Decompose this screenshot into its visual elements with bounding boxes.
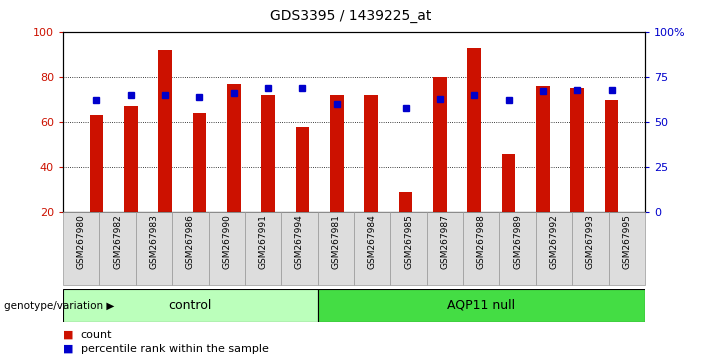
FancyBboxPatch shape — [100, 212, 136, 285]
FancyBboxPatch shape — [354, 212, 390, 285]
FancyBboxPatch shape — [281, 212, 318, 285]
Bar — [296, 127, 309, 212]
Text: GSM267985: GSM267985 — [404, 215, 413, 269]
Text: GSM267984: GSM267984 — [368, 215, 376, 269]
Text: GDS3395 / 1439225_at: GDS3395 / 1439225_at — [270, 9, 431, 23]
Bar — [124, 106, 137, 212]
Text: GSM267993: GSM267993 — [586, 215, 595, 269]
FancyBboxPatch shape — [209, 212, 245, 285]
Text: GSM267990: GSM267990 — [222, 215, 231, 269]
Text: GSM267995: GSM267995 — [622, 215, 631, 269]
Bar — [365, 95, 378, 212]
Bar — [399, 192, 412, 212]
Bar — [571, 88, 584, 212]
Bar — [330, 95, 343, 212]
Text: ■: ■ — [63, 330, 74, 339]
FancyBboxPatch shape — [427, 212, 463, 285]
Text: GSM267981: GSM267981 — [332, 215, 340, 269]
Bar — [227, 84, 240, 212]
Bar — [193, 113, 206, 212]
Text: GSM267994: GSM267994 — [295, 215, 304, 269]
Text: GSM267980: GSM267980 — [77, 215, 86, 269]
FancyBboxPatch shape — [572, 212, 608, 285]
Text: GSM267991: GSM267991 — [259, 215, 268, 269]
FancyBboxPatch shape — [608, 212, 645, 285]
Bar — [261, 95, 275, 212]
Bar — [433, 77, 447, 212]
Text: GSM267989: GSM267989 — [513, 215, 522, 269]
FancyBboxPatch shape — [136, 212, 172, 285]
FancyBboxPatch shape — [536, 212, 572, 285]
Bar — [468, 48, 481, 212]
FancyBboxPatch shape — [390, 212, 427, 285]
FancyBboxPatch shape — [63, 289, 318, 322]
Text: count: count — [81, 330, 112, 339]
Text: ■: ■ — [63, 344, 74, 354]
Text: genotype/variation ▶: genotype/variation ▶ — [4, 301, 114, 311]
Bar — [158, 50, 172, 212]
Bar — [605, 99, 618, 212]
FancyBboxPatch shape — [318, 212, 354, 285]
Text: GSM267982: GSM267982 — [113, 215, 122, 269]
FancyBboxPatch shape — [499, 212, 536, 285]
Bar — [502, 154, 515, 212]
FancyBboxPatch shape — [463, 212, 499, 285]
FancyBboxPatch shape — [318, 289, 645, 322]
Text: AQP11 null: AQP11 null — [447, 299, 515, 312]
Bar — [536, 86, 550, 212]
FancyBboxPatch shape — [172, 212, 209, 285]
Text: percentile rank within the sample: percentile rank within the sample — [81, 344, 268, 354]
Text: control: control — [169, 299, 212, 312]
Text: GSM267983: GSM267983 — [149, 215, 158, 269]
FancyBboxPatch shape — [63, 212, 100, 285]
Text: GSM267987: GSM267987 — [440, 215, 449, 269]
FancyBboxPatch shape — [245, 212, 281, 285]
Bar — [90, 115, 103, 212]
Text: GSM267988: GSM267988 — [477, 215, 486, 269]
Text: GSM267986: GSM267986 — [186, 215, 195, 269]
Text: GSM267992: GSM267992 — [550, 215, 559, 269]
